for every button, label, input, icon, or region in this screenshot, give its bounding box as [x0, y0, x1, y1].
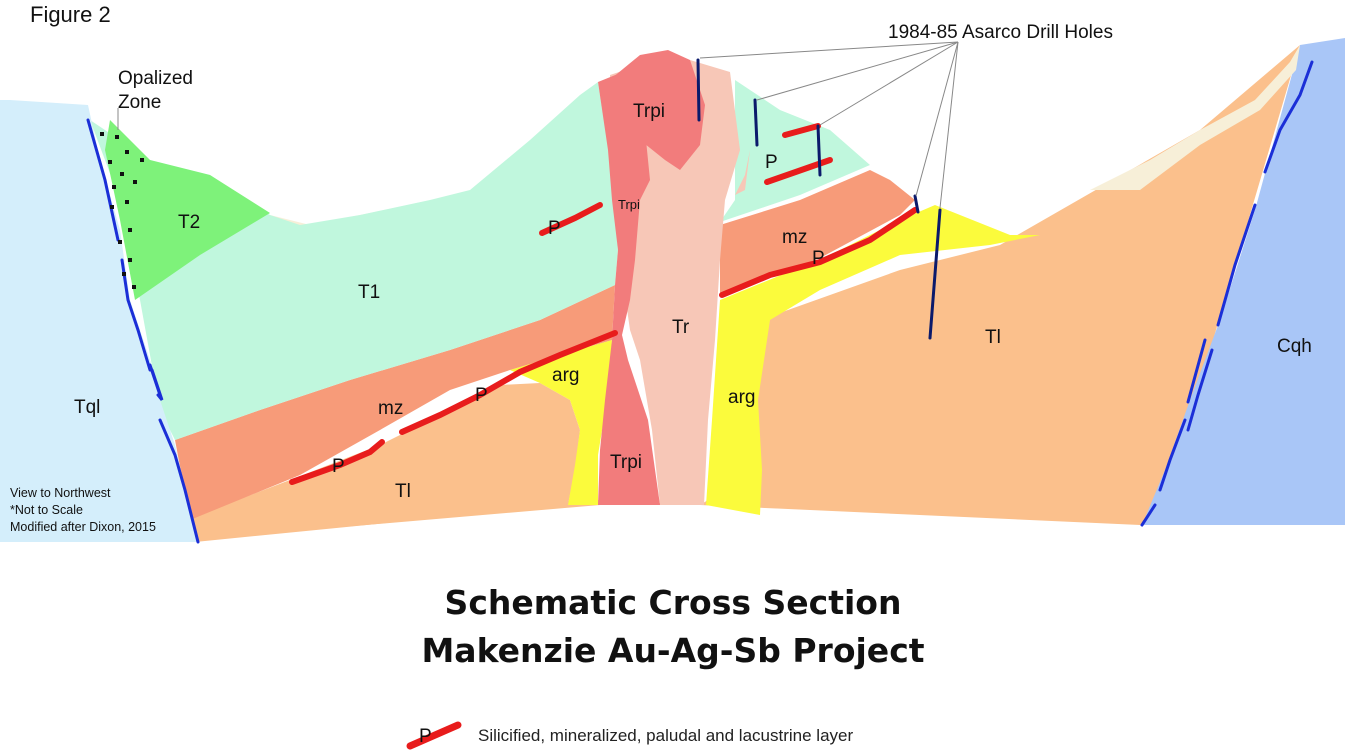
unit-arg-left [510, 340, 612, 505]
unit-label-t1: T1 [358, 282, 380, 303]
legend-p-layer-symbol [406, 721, 462, 750]
opalized-zone-label: Opalized [118, 68, 193, 89]
unit-label-arg-right: arg [728, 387, 755, 408]
unit-label-trpi-lower: Trpi [610, 452, 642, 473]
title-line-1: Schematic Cross Section [445, 583, 902, 622]
drill-holes-label: 1984-85 Asarco Drill Holes [888, 22, 1113, 43]
figure-label: Figure 2 [30, 2, 111, 27]
opalized-zone-label-2: Zone [118, 92, 161, 113]
unit-tl [0, 45, 1300, 540]
p-layers [289, 123, 918, 485]
legend-symbol-label: P [419, 726, 432, 747]
unit-arg-right [706, 205, 1040, 515]
unit-label-trpi-upper: Trpi [633, 101, 665, 122]
opalized-dots [100, 132, 144, 289]
p-label-5: P [812, 248, 825, 269]
title-line-2: Makenzie Au-Ag-Sb Project [421, 631, 924, 670]
unit-cqh [1142, 38, 1345, 525]
unit-label-cqh: Cqh [1277, 336, 1312, 357]
unit-label-trpi-small: Trpi [618, 197, 640, 212]
unit-label-tql: Tql [74, 397, 100, 418]
note-source: Modified after Dixon, 2015 [10, 520, 156, 534]
unit-trpi-upper [612, 50, 705, 170]
unit-mz-left [175, 285, 615, 520]
unit-mz-right [720, 170, 915, 296]
note-scale: *Not to Scale [10, 503, 83, 517]
p-label-4: P [765, 152, 778, 173]
unit-label-mz-left: mz [378, 398, 403, 419]
unit-label-tl-right: Tl [985, 327, 1001, 348]
p-label-3: P [548, 218, 561, 239]
legend-label: Silicified, mineralized, paludal and lac… [478, 726, 853, 745]
legend: P Silicified, mineralized, paludal and l… [406, 721, 853, 750]
fault-right [1140, 60, 1314, 527]
unit-tql [0, 100, 198, 542]
unit-t2 [105, 120, 270, 300]
unit-trpi [598, 65, 660, 505]
unit-label-mz-right: mz [782, 227, 807, 248]
unit-tr-finger [735, 150, 750, 195]
unit-label-t2: T2 [178, 212, 200, 233]
unit-label-tr: Tr [672, 317, 690, 338]
note-view: View to Northwest [10, 486, 111, 500]
drill-holes [696, 58, 942, 340]
p-label-2: P [475, 385, 488, 406]
unit-tl-left [185, 383, 580, 542]
unit-t1-right [720, 80, 870, 222]
drill-hole-callout-lines [699, 41, 959, 209]
unit-t1 [90, 82, 618, 440]
unit-label-arg-left: arg [552, 365, 579, 386]
p-label-1: P [332, 456, 345, 477]
fault-left [86, 118, 200, 544]
unit-label-tl-left: Tl [395, 481, 411, 502]
